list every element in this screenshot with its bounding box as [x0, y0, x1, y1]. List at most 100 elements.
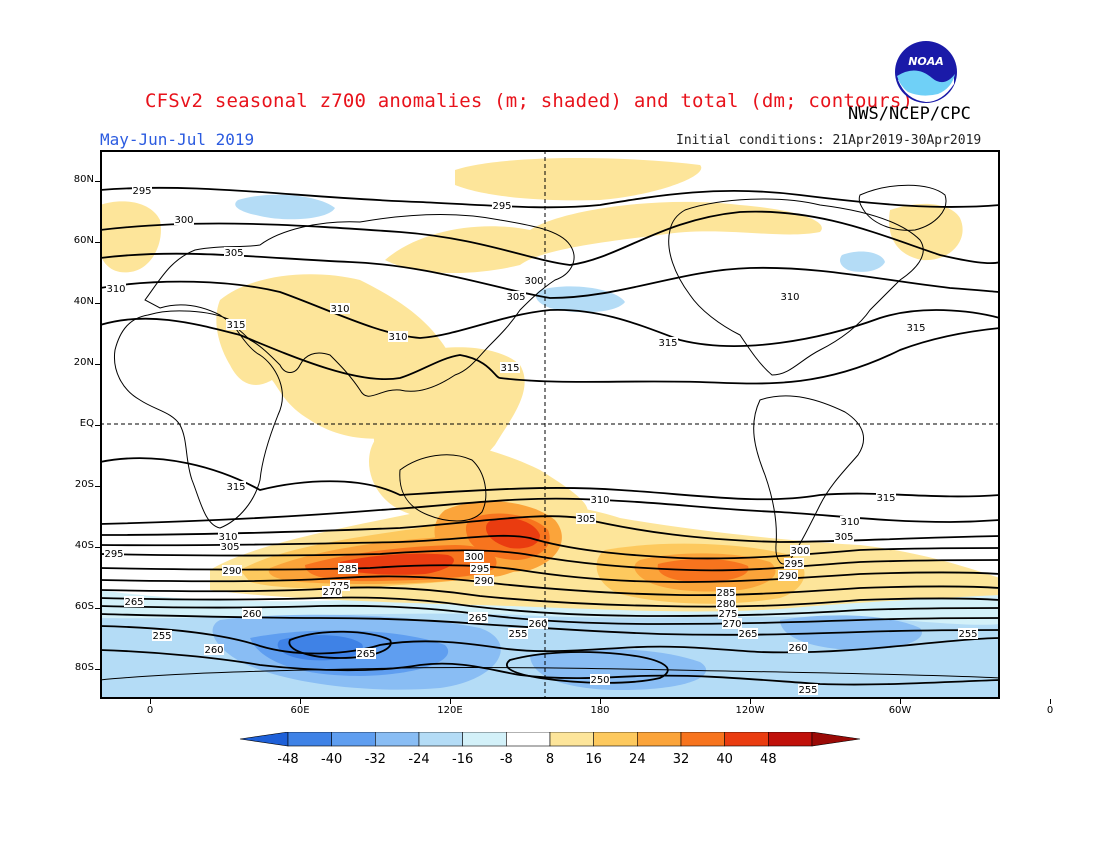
contour-305-n [100, 252, 1000, 299]
contour-label: 280 [716, 598, 736, 610]
pos-arctic [455, 158, 702, 201]
pos-north-pacific [385, 201, 822, 274]
contour-label: 300 [524, 275, 544, 287]
contour-label: 305 [506, 291, 526, 303]
colorbar-box [724, 732, 769, 747]
svg-text:270: 270 [722, 619, 741, 630]
contour-label: 265 [738, 628, 758, 640]
contour-label: 255 [152, 630, 172, 642]
svg-text:260: 260 [204, 645, 223, 656]
colorbar-box [593, 732, 638, 747]
svg-text:315: 315 [876, 493, 895, 504]
svg-text:310: 310 [218, 532, 237, 543]
initial-conditions: Initial conditions: 21Apr2019-30Apr2019 [676, 133, 982, 148]
svg-text:305: 305 [834, 532, 853, 543]
contour-label: 295 [470, 563, 490, 575]
antarctica-outline [100, 666, 1000, 681]
lat-tick [95, 668, 100, 670]
lat-label: 80N [73, 173, 94, 185]
svg-text:255: 255 [798, 685, 817, 696]
lon-tick [1050, 699, 1051, 704]
contour-label: 290 [778, 570, 798, 582]
contour-label: 260 [204, 644, 224, 656]
svg-text:310: 310 [388, 332, 407, 343]
contour-label: 255 [508, 628, 528, 640]
map-panel: 295 295 300 300 305 305 310 310 310 310 … [100, 150, 1000, 699]
lat-label: 40S [74, 539, 94, 551]
colorbar-arrow-high [811, 732, 861, 747]
contour-label: 265 [468, 612, 488, 624]
colorbar-label: -16 [452, 752, 473, 767]
lon-tick [300, 699, 301, 704]
forecast-period: May-Jun-Jul 2019 [100, 130, 255, 149]
greenland-outline [858, 184, 947, 231]
contour-label: 315 [226, 481, 246, 493]
colorbar: -48 -40 -32 -24 -16 -8 8 16 24 32 40 48 [239, 732, 861, 767]
colorbar-box [680, 732, 725, 747]
colorbar-box [768, 732, 813, 747]
contour-275-s [100, 596, 1000, 617]
contour-label: 315 [226, 319, 246, 331]
colorbar-label: 40 [716, 752, 733, 767]
lat-label: 60N [73, 234, 94, 246]
contour-label: 265 [124, 596, 144, 608]
colorbar-label: -24 [408, 752, 429, 767]
lon-tick [450, 699, 451, 704]
svg-text:290: 290 [222, 566, 241, 577]
contour-label: 315 [500, 362, 520, 374]
contour-300-n [100, 210, 1000, 266]
lon-label: 0 [146, 705, 154, 716]
svg-text:290: 290 [778, 571, 797, 582]
svg-text:260: 260 [788, 643, 807, 654]
map-frame [100, 150, 1000, 699]
svg-text:260: 260 [528, 619, 547, 630]
svg-text:315: 315 [226, 482, 245, 493]
contour-310-s [100, 497, 1000, 525]
svg-text:305: 305 [576, 514, 595, 525]
contour-label: 260 [528, 618, 548, 630]
contour-295-n [100, 186, 1000, 209]
svg-text:300: 300 [174, 215, 193, 226]
contour-label: 285 [338, 563, 358, 575]
contour-label: 310 [218, 531, 238, 543]
contour-label: 250 [590, 674, 610, 686]
svg-text:310: 310 [780, 292, 799, 303]
colorbar-box [637, 732, 682, 747]
svg-text:315: 315 [226, 320, 245, 331]
svg-text:310: 310 [330, 304, 349, 315]
lon-tick [750, 699, 751, 704]
contour-300-s [100, 534, 1000, 560]
svg-text:295: 295 [132, 186, 151, 197]
colorbar-box [462, 732, 507, 747]
contour-label: 295 [132, 185, 152, 197]
svg-text:310: 310 [106, 284, 125, 295]
svg-text:285: 285 [716, 588, 735, 599]
contour-280-s [100, 586, 1000, 608]
contour-label: 265 [356, 648, 376, 660]
lat-tick [95, 180, 100, 182]
north-america-outline [668, 198, 924, 376]
contour-label: 275 [718, 608, 738, 620]
neg-32-b [277, 635, 363, 661]
colorbar-label: -48 [277, 752, 298, 767]
lon-label: 0 [1046, 705, 1054, 716]
colorbar-label: -32 [365, 752, 386, 767]
colorbar-label: 24 [629, 752, 646, 767]
svg-text:275: 275 [718, 609, 737, 620]
svg-text:265: 265 [738, 629, 757, 640]
contour-label: 270 [322, 586, 342, 598]
eurasia-outline [144, 213, 575, 397]
pos-40-south-indian [340, 553, 454, 575]
colorbar-box [375, 732, 420, 747]
svg-text:300: 300 [524, 276, 543, 287]
south-america-outline [753, 395, 865, 565]
contour-label: 305 [576, 513, 596, 525]
svg-text:295: 295 [784, 559, 803, 570]
lon-tick [900, 699, 901, 704]
lat-tick [95, 607, 100, 609]
contour-label: 295 [104, 548, 124, 560]
contour-285-s [100, 575, 1000, 597]
contour-label: 270 [722, 618, 742, 630]
pos-40-nz [486, 517, 540, 549]
svg-text:270: 270 [322, 587, 341, 598]
